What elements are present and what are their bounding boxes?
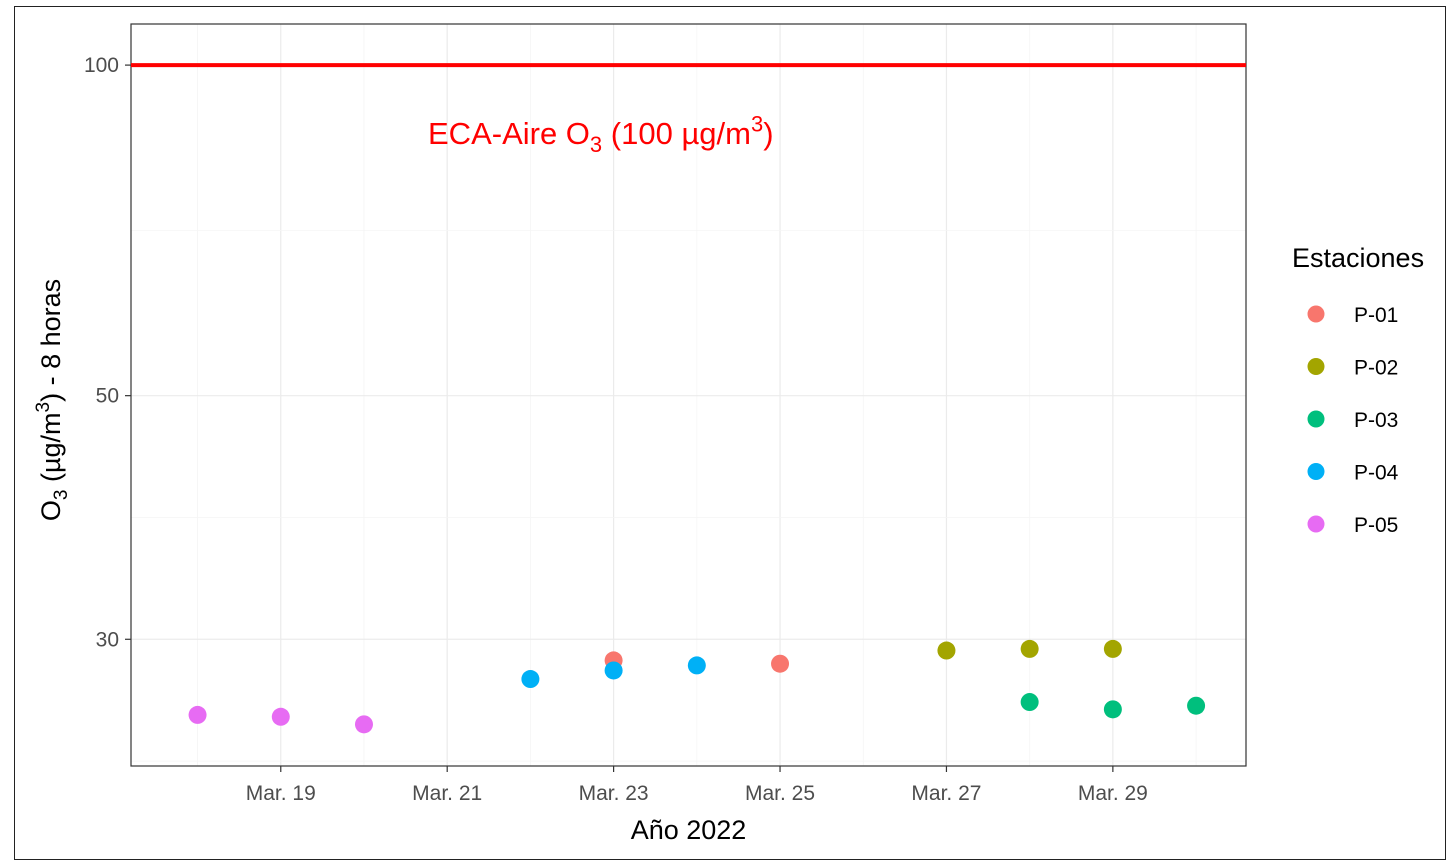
x-tick-label: Mar. 21 [412,782,482,805]
data-points [188,639,1206,734]
point-p-01 [771,654,790,673]
point-p-02 [937,641,956,660]
point-p-04 [604,661,623,680]
point-p-04 [521,670,540,689]
y-axis-ticks: 30 50 100 [84,54,131,651]
x-tick-label: Mar. 27 [911,782,981,805]
text-end: ) [763,116,773,151]
legend-key-p-01 [1307,305,1325,323]
point-p-02 [1020,639,1039,658]
point-p-03 [1103,700,1122,719]
legend-label-p-04: P-04 [1354,462,1399,485]
point-p-03 [1187,696,1206,715]
reference-line-label: ECA-Aire O3 (100 µg/m3) [428,112,774,157]
text-base: O [36,500,66,521]
y-axis-title: O3 (µg/m3) - 8 horas [33,279,72,521]
x-axis-title: Año 2022 [631,815,747,845]
text-middle: (µg/m [36,412,66,489]
point-p-05 [188,705,207,724]
text-superscript: 3 [33,402,54,413]
point-p-04 [687,656,706,675]
legend: Estaciones P-01 P-02 P-03 P-04 P-05 [1292,243,1424,537]
legend-key-p-03 [1307,410,1325,428]
point-p-05 [271,707,290,726]
point-p-02 [1103,639,1122,658]
plot-panel [130,23,1247,767]
point-p-03 [1020,693,1039,712]
text-middle: (100 µg/m [602,116,751,151]
chart-frame [14,6,1446,860]
text-subscript: 3 [51,490,72,501]
x-tick-label: Mar. 25 [745,782,815,805]
legend-label-p-05: P-05 [1354,514,1398,537]
text-end: ) - 8 horas [36,279,66,402]
text-subscript: 3 [590,132,602,157]
legend-key-p-04 [1307,463,1325,480]
x-tick-label: Mar. 19 [246,782,316,805]
legend-key-p-05 [1307,515,1325,533]
y-tick-label: 30 [96,628,119,651]
legend-title: Estaciones [1292,243,1424,273]
y-tick-label: 50 [96,385,119,408]
legend-label-p-03: P-03 [1354,409,1398,432]
point-p-05 [354,715,373,734]
legend-key-p-02 [1307,358,1325,375]
x-tick-label: Mar. 29 [1078,782,1148,805]
x-tick-label: Mar. 23 [579,782,649,805]
text-superscript: 3 [751,112,763,137]
legend-label-p-01: P-01 [1354,304,1398,327]
legend-label-p-02: P-02 [1354,357,1398,380]
x-axis-ticks: Mar. 19 Mar. 21 Mar. 23 Mar. 25 Mar. 27 Mar. … [246,766,1148,805]
y-tick-label: 100 [84,54,119,77]
text-base: ECA-Aire O [428,116,590,151]
